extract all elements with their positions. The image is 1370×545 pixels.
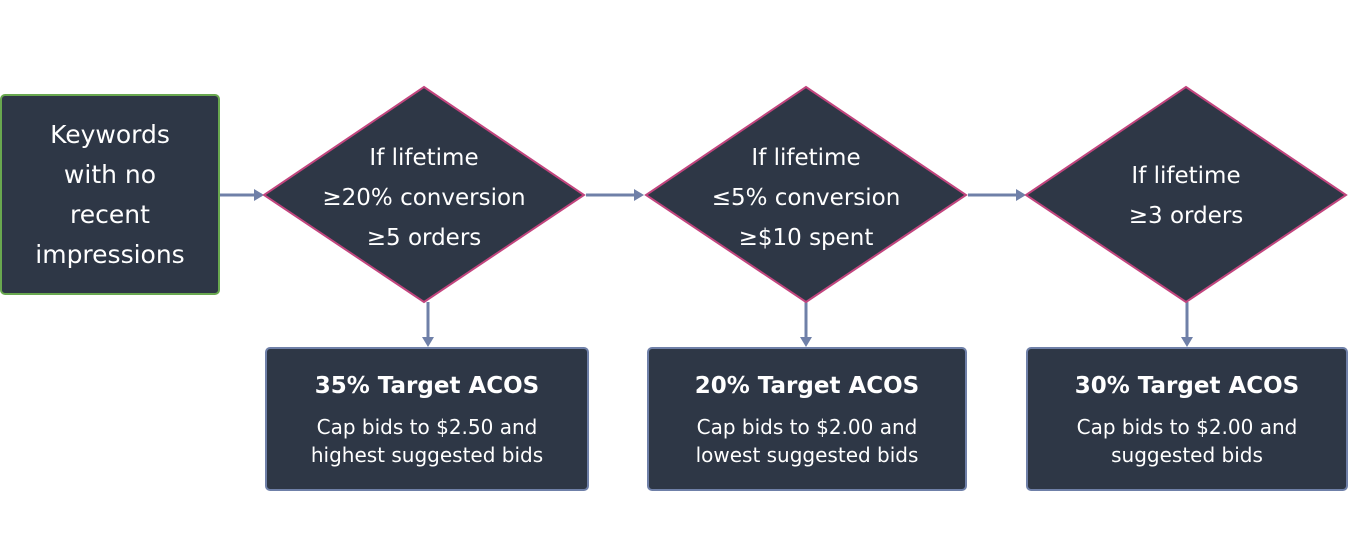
outcome-box-1 bbox=[265, 347, 589, 491]
decision-diamond-3 bbox=[1024, 85, 1348, 304]
start-line-4: impressions bbox=[35, 240, 184, 269]
decision-1-line-2: ≥20% conversion bbox=[322, 185, 525, 211]
outcome-1-line-1: Cap bids to $2.50 and bbox=[317, 415, 538, 439]
outcome-node-1: 35% Target ACOS Cap bids to $2.50 and hi… bbox=[265, 347, 589, 491]
outcome-3-line-2: suggested bids bbox=[1111, 443, 1263, 467]
start-line-2: with no bbox=[64, 160, 156, 189]
outcome-2-line-2: lowest suggested bids bbox=[696, 443, 919, 467]
decision-node-1: If lifetime ≥20% conversion ≥5 orders bbox=[262, 85, 586, 304]
decision-1-line-1: If lifetime bbox=[369, 145, 478, 171]
arrowhead-decision-3 bbox=[1016, 189, 1026, 201]
decision-node-3: If lifetime ≥3 orders bbox=[1024, 85, 1348, 304]
outcome-node-3: 30% Target ACOS Cap bids to $2.00 and su… bbox=[1026, 347, 1348, 491]
start-node: Keywords with no recent impressions bbox=[0, 94, 220, 295]
outcome-3-line-1: Cap bids to $2.00 and bbox=[1077, 415, 1298, 439]
outcome-3-title: 30% Target ACOS bbox=[1075, 373, 1300, 399]
outcome-node-2: 20% Target ACOS Cap bids to $2.00 and lo… bbox=[647, 347, 967, 491]
decision-1-line-3: ≥5 orders bbox=[367, 225, 482, 251]
decision-2-line-1: If lifetime bbox=[751, 145, 860, 171]
outcome-2-line-1: Cap bids to $2.00 and bbox=[697, 415, 918, 439]
outcome-box-3 bbox=[1026, 347, 1348, 491]
arrowhead-outcome-2 bbox=[800, 337, 812, 347]
decision-3-line-2: ≥3 orders bbox=[1129, 203, 1244, 229]
decision-node-2: If lifetime ≤5% conversion ≥$10 spent bbox=[644, 85, 968, 304]
decision-diamond-2 bbox=[644, 85, 968, 304]
start-box bbox=[0, 94, 220, 295]
arrowhead-outcome-1 bbox=[422, 337, 434, 347]
outcome-2-title: 20% Target ACOS bbox=[695, 373, 920, 399]
start-line-3: recent bbox=[70, 200, 150, 229]
decision-2-line-2: ≤5% conversion bbox=[712, 185, 901, 211]
outcome-1-title: 35% Target ACOS bbox=[315, 373, 540, 399]
arrowhead-decision-2 bbox=[634, 189, 644, 201]
outcome-1-line-2: highest suggested bids bbox=[311, 443, 543, 467]
decision-3-line-1: If lifetime bbox=[1131, 163, 1240, 189]
start-line-1: Keywords bbox=[50, 120, 170, 149]
arrowhead-outcome-3 bbox=[1181, 337, 1193, 347]
decision-2-line-3: ≥$10 spent bbox=[739, 225, 874, 251]
outcome-box-2 bbox=[647, 347, 967, 491]
connectors bbox=[220, 189, 1193, 347]
decision-diamond-1 bbox=[262, 85, 586, 304]
arrowhead-decision-1 bbox=[254, 189, 264, 201]
